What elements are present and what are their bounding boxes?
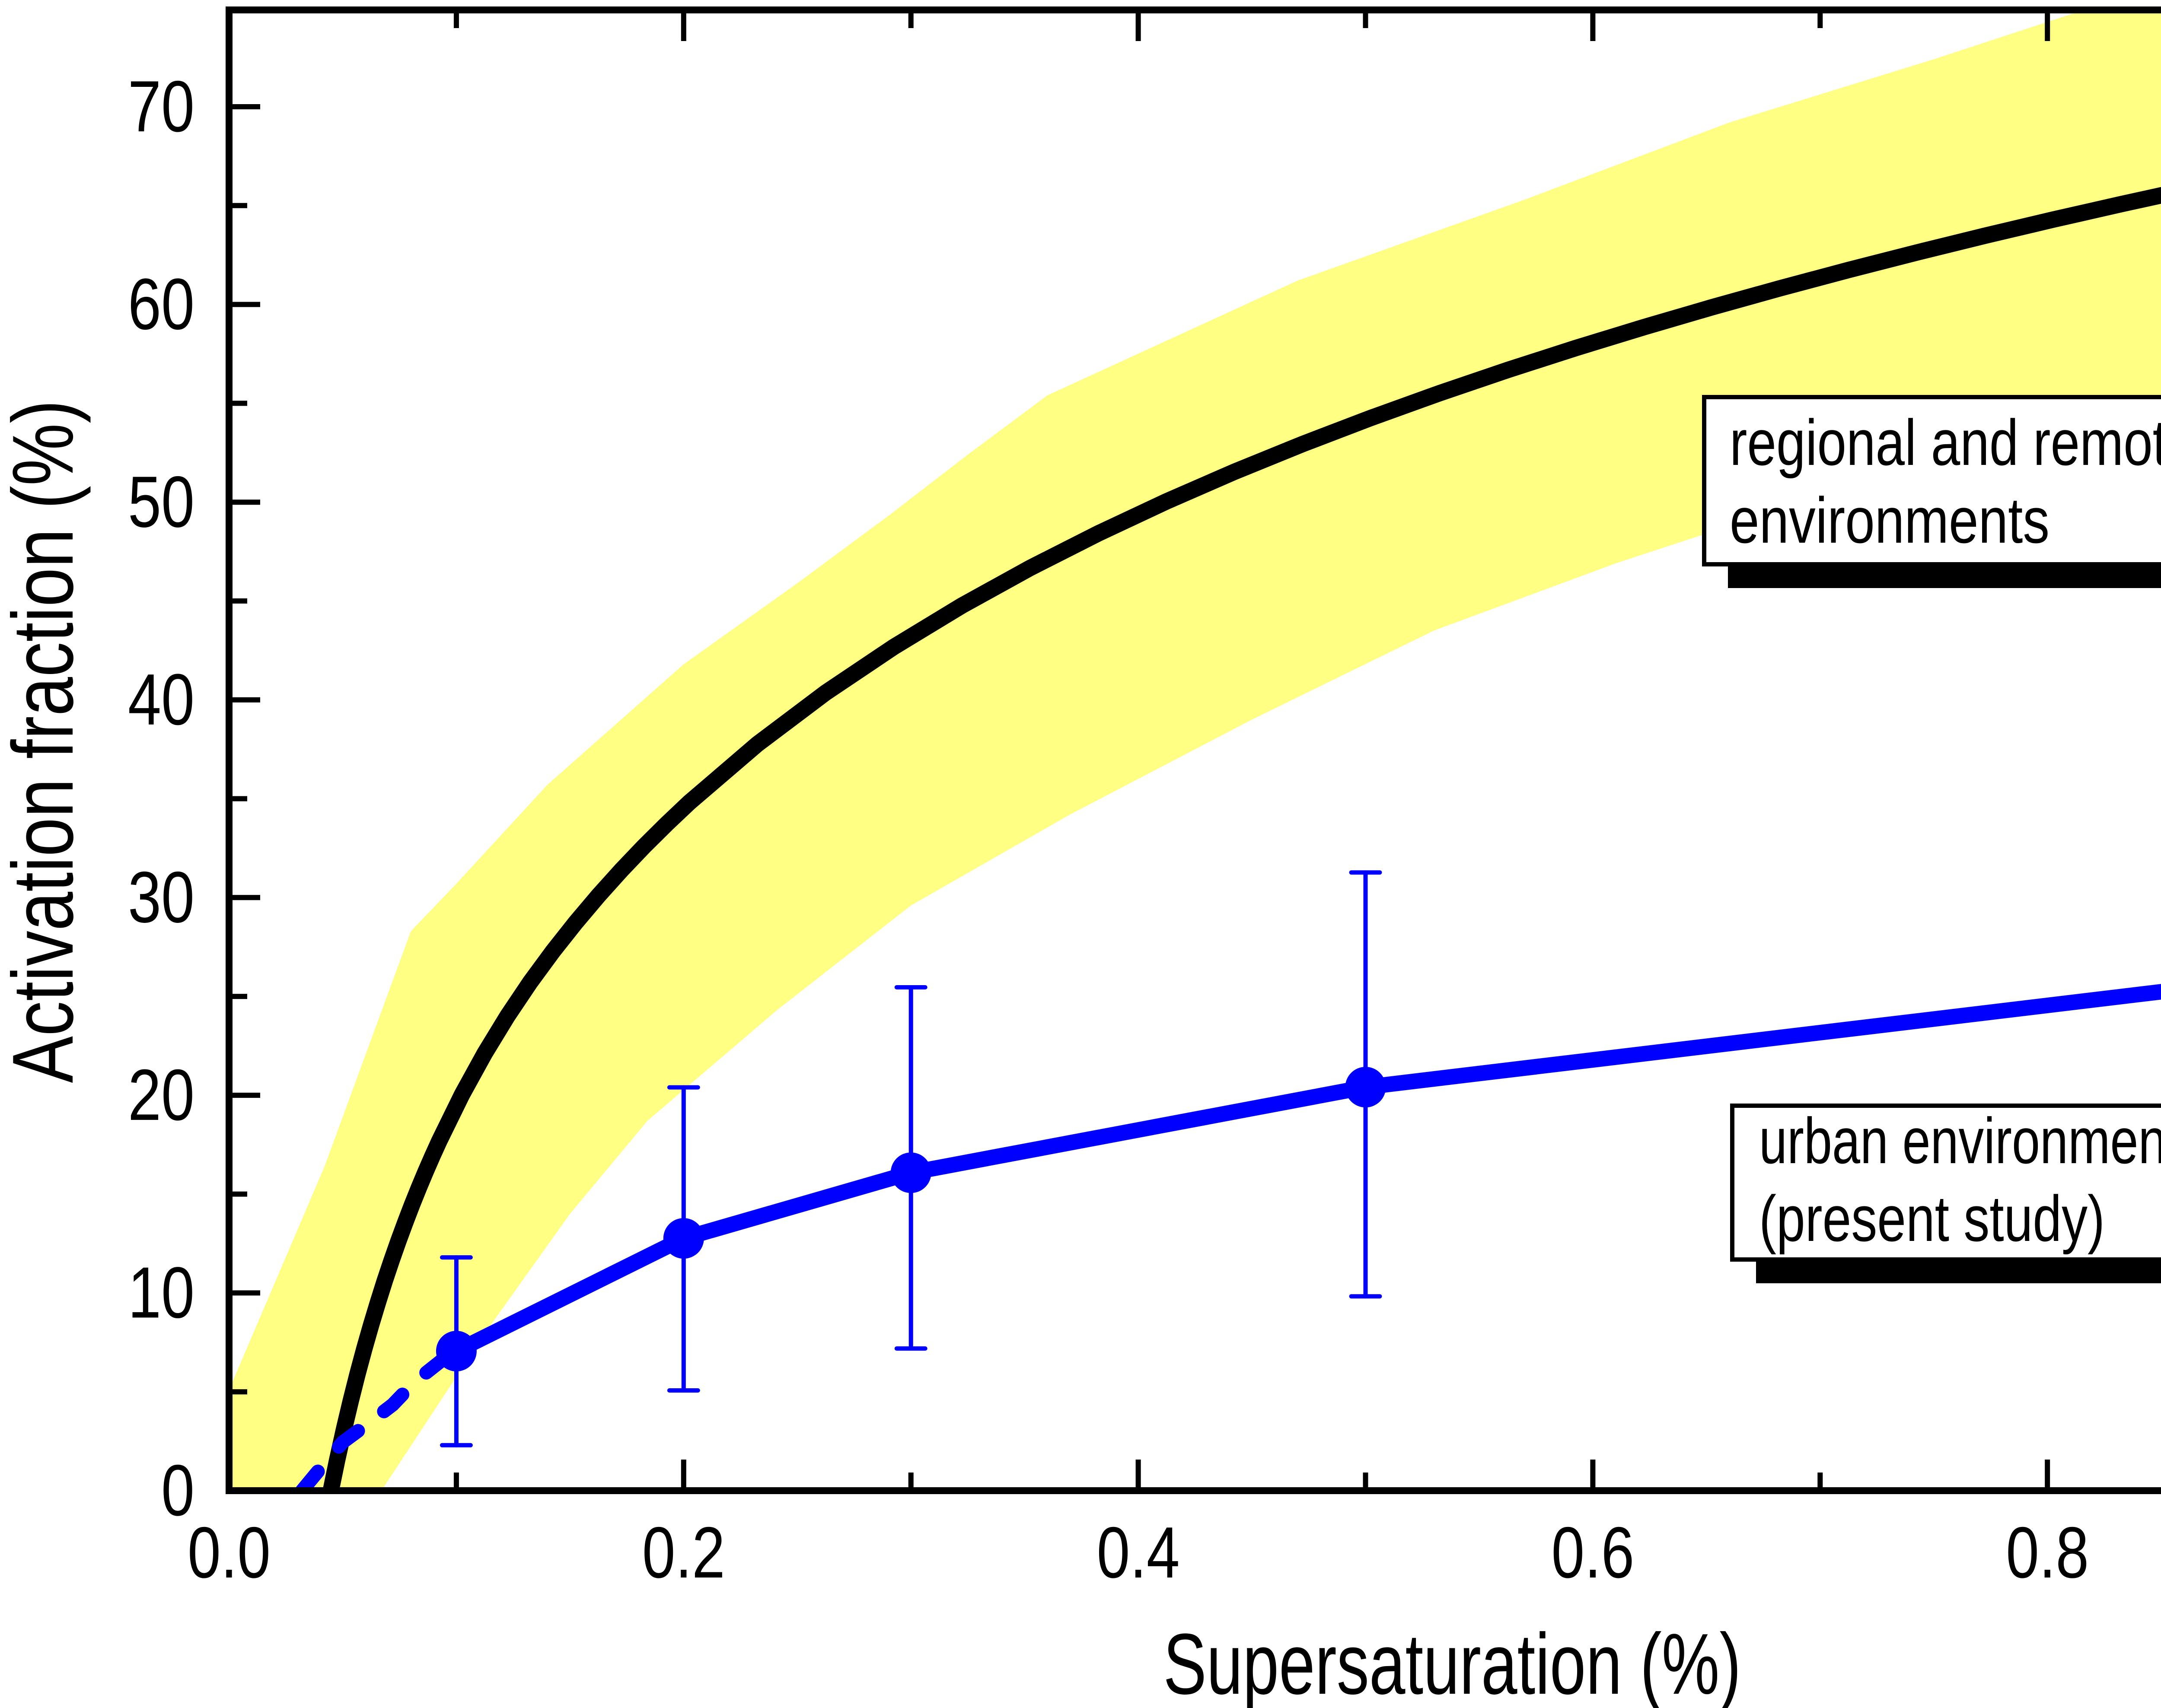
svg-text:10: 10 xyxy=(128,1252,194,1333)
svg-text:0.2: 0.2 xyxy=(642,1512,725,1593)
svg-text:50: 50 xyxy=(128,461,194,542)
svg-text:Activation fraction (%): Activation fraction (%) xyxy=(0,400,91,1083)
svg-text:regional and remote: regional and remote xyxy=(1730,406,2161,479)
svg-text:60: 60 xyxy=(128,264,194,345)
svg-text:0.6: 0.6 xyxy=(1551,1512,1634,1593)
svg-text:30: 30 xyxy=(128,856,194,938)
svg-text:0.8: 0.8 xyxy=(2006,1512,2089,1593)
svg-text:40: 40 xyxy=(128,659,194,740)
svg-text:Supersaturation (%): Supersaturation (%) xyxy=(1163,1616,1741,1708)
svg-text:0.0: 0.0 xyxy=(188,1512,271,1593)
svg-text:20: 20 xyxy=(128,1054,194,1135)
svg-text:environments: environments xyxy=(1730,484,2049,557)
svg-text:70: 70 xyxy=(128,66,194,147)
svg-text:0: 0 xyxy=(161,1450,194,1531)
svg-text:0.4: 0.4 xyxy=(1097,1512,1180,1593)
svg-text:urban environment: urban environment xyxy=(1759,1104,2161,1177)
svg-text:(present study): (present study) xyxy=(1759,1182,2105,1255)
